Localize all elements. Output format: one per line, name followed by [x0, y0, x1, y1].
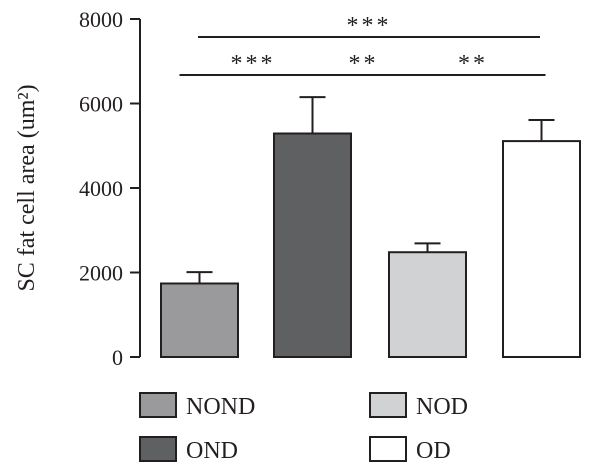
y-tick-label: 2000 — [79, 261, 123, 286]
legend: NOND NOD OND OD — [139, 392, 468, 464]
legend-label: OND — [186, 438, 238, 464]
legend-swatch — [139, 392, 177, 418]
bar-ond — [273, 132, 352, 358]
y-tick-label: 8000 — [79, 7, 123, 32]
significance-label: *** — [231, 51, 276, 77]
y-tick-label: 6000 — [79, 92, 123, 117]
bar-nod — [388, 251, 467, 358]
legend-swatch — [369, 392, 407, 418]
legend-label: OD — [416, 438, 451, 464]
legend-label: NOND — [186, 394, 255, 420]
significance-label: ** — [349, 51, 379, 77]
y-axis-label: SC fat cell area (um²) — [14, 84, 40, 291]
y-axis: 0 2000 4000 6000 8000 — [79, 7, 141, 370]
significance-label: *** — [347, 13, 392, 39]
bars — [160, 96, 581, 358]
legend-swatch — [139, 436, 177, 462]
y-tick-label: 4000 — [79, 176, 123, 201]
legend-label: NOD — [416, 394, 468, 420]
bar-od — [502, 140, 581, 358]
y-tick-label: 0 — [112, 345, 123, 370]
legend-swatch — [369, 436, 407, 462]
significance-brackets: ****** ** ** — [179, 13, 546, 77]
bar-nond — [160, 282, 239, 358]
significance-label: ** — [458, 51, 488, 77]
